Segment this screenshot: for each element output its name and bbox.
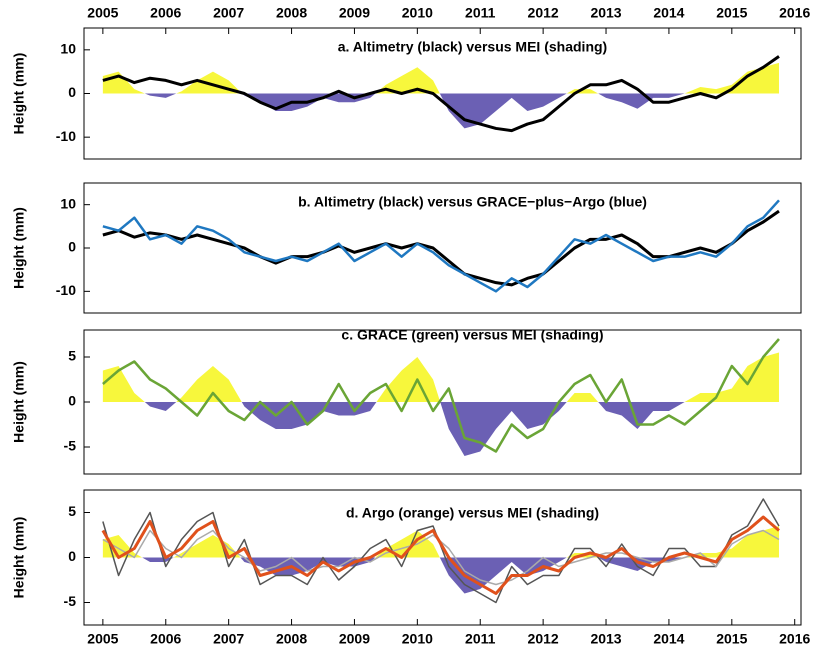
- y-tick-label: 10: [60, 41, 76, 57]
- y-tick-label: 5: [68, 348, 76, 364]
- data-line: [102, 199, 780, 293]
- y-tick-label: -5: [64, 593, 77, 609]
- y-tick-label: 10: [60, 195, 76, 211]
- x-tick-label: 2015: [716, 5, 747, 21]
- x-tick-label: 2008: [276, 5, 307, 21]
- data-line: [102, 55, 780, 133]
- x-tick-label: 2009: [339, 5, 370, 21]
- panel-title: a. Altimetry (black) versus MEI (shading…: [338, 39, 607, 55]
- x-tick-label: 2016: [779, 5, 810, 21]
- data-line: [102, 209, 780, 287]
- y-axis-label: Height (mm): [11, 53, 27, 135]
- y-tick-label: -5: [64, 438, 77, 454]
- x-tick-label: 2014: [653, 5, 684, 21]
- shading-negative: [102, 557, 779, 594]
- shading-negative: [102, 402, 779, 456]
- data-line: [101, 515, 780, 595]
- x-tick-label: 2006: [150, 631, 181, 647]
- x-tick-label: 2012: [528, 631, 559, 647]
- shading-negative: [102, 93, 779, 129]
- shading-positive: [102, 352, 779, 402]
- y-tick-label: 5: [68, 503, 76, 519]
- x-tick-label: 2014: [653, 631, 684, 647]
- x-tick-label: 2010: [402, 631, 433, 647]
- x-tick-label: 2007: [213, 631, 244, 647]
- panel-title: d. Argo (orange) versus MEI (shading): [346, 505, 599, 521]
- x-tick-label: 2012: [528, 5, 559, 21]
- y-axis-label: Height (mm): [11, 207, 27, 289]
- shading-positive: [102, 62, 779, 94]
- y-axis-label: Height (mm): [11, 361, 27, 443]
- x-tick-label: 2016: [779, 631, 810, 647]
- x-tick-label: 2009: [339, 631, 370, 647]
- panel-title: c. GRACE (green) versus MEI (shading): [341, 327, 603, 343]
- panel-title: b. Altimetry (black) versus GRACE−plus−A…: [298, 194, 647, 210]
- y-tick-label: 0: [68, 393, 76, 409]
- x-tick-label: 2007: [213, 5, 244, 21]
- x-tick-label: 2013: [590, 631, 621, 647]
- y-tick-label: 0: [68, 84, 76, 100]
- x-tick-label: 2008: [276, 631, 307, 647]
- x-tick-label: 2005: [87, 631, 118, 647]
- y-tick-label: -10: [56, 128, 76, 144]
- x-tick-label: 2011: [465, 5, 496, 21]
- shading-positive: [102, 526, 779, 558]
- x-tick-label: 2005: [87, 5, 118, 21]
- x-tick-label: 2006: [150, 5, 181, 21]
- y-tick-label: 0: [68, 239, 76, 255]
- x-tick-label: 2010: [402, 5, 433, 21]
- x-tick-label: 2013: [590, 5, 621, 21]
- y-tick-label: 0: [68, 548, 76, 564]
- y-axis-label: Height (mm): [11, 517, 27, 599]
- x-tick-label: 2011: [465, 631, 496, 647]
- x-tick-label: 2015: [716, 631, 747, 647]
- data-line: [102, 338, 780, 453]
- y-tick-label: -10: [56, 282, 76, 298]
